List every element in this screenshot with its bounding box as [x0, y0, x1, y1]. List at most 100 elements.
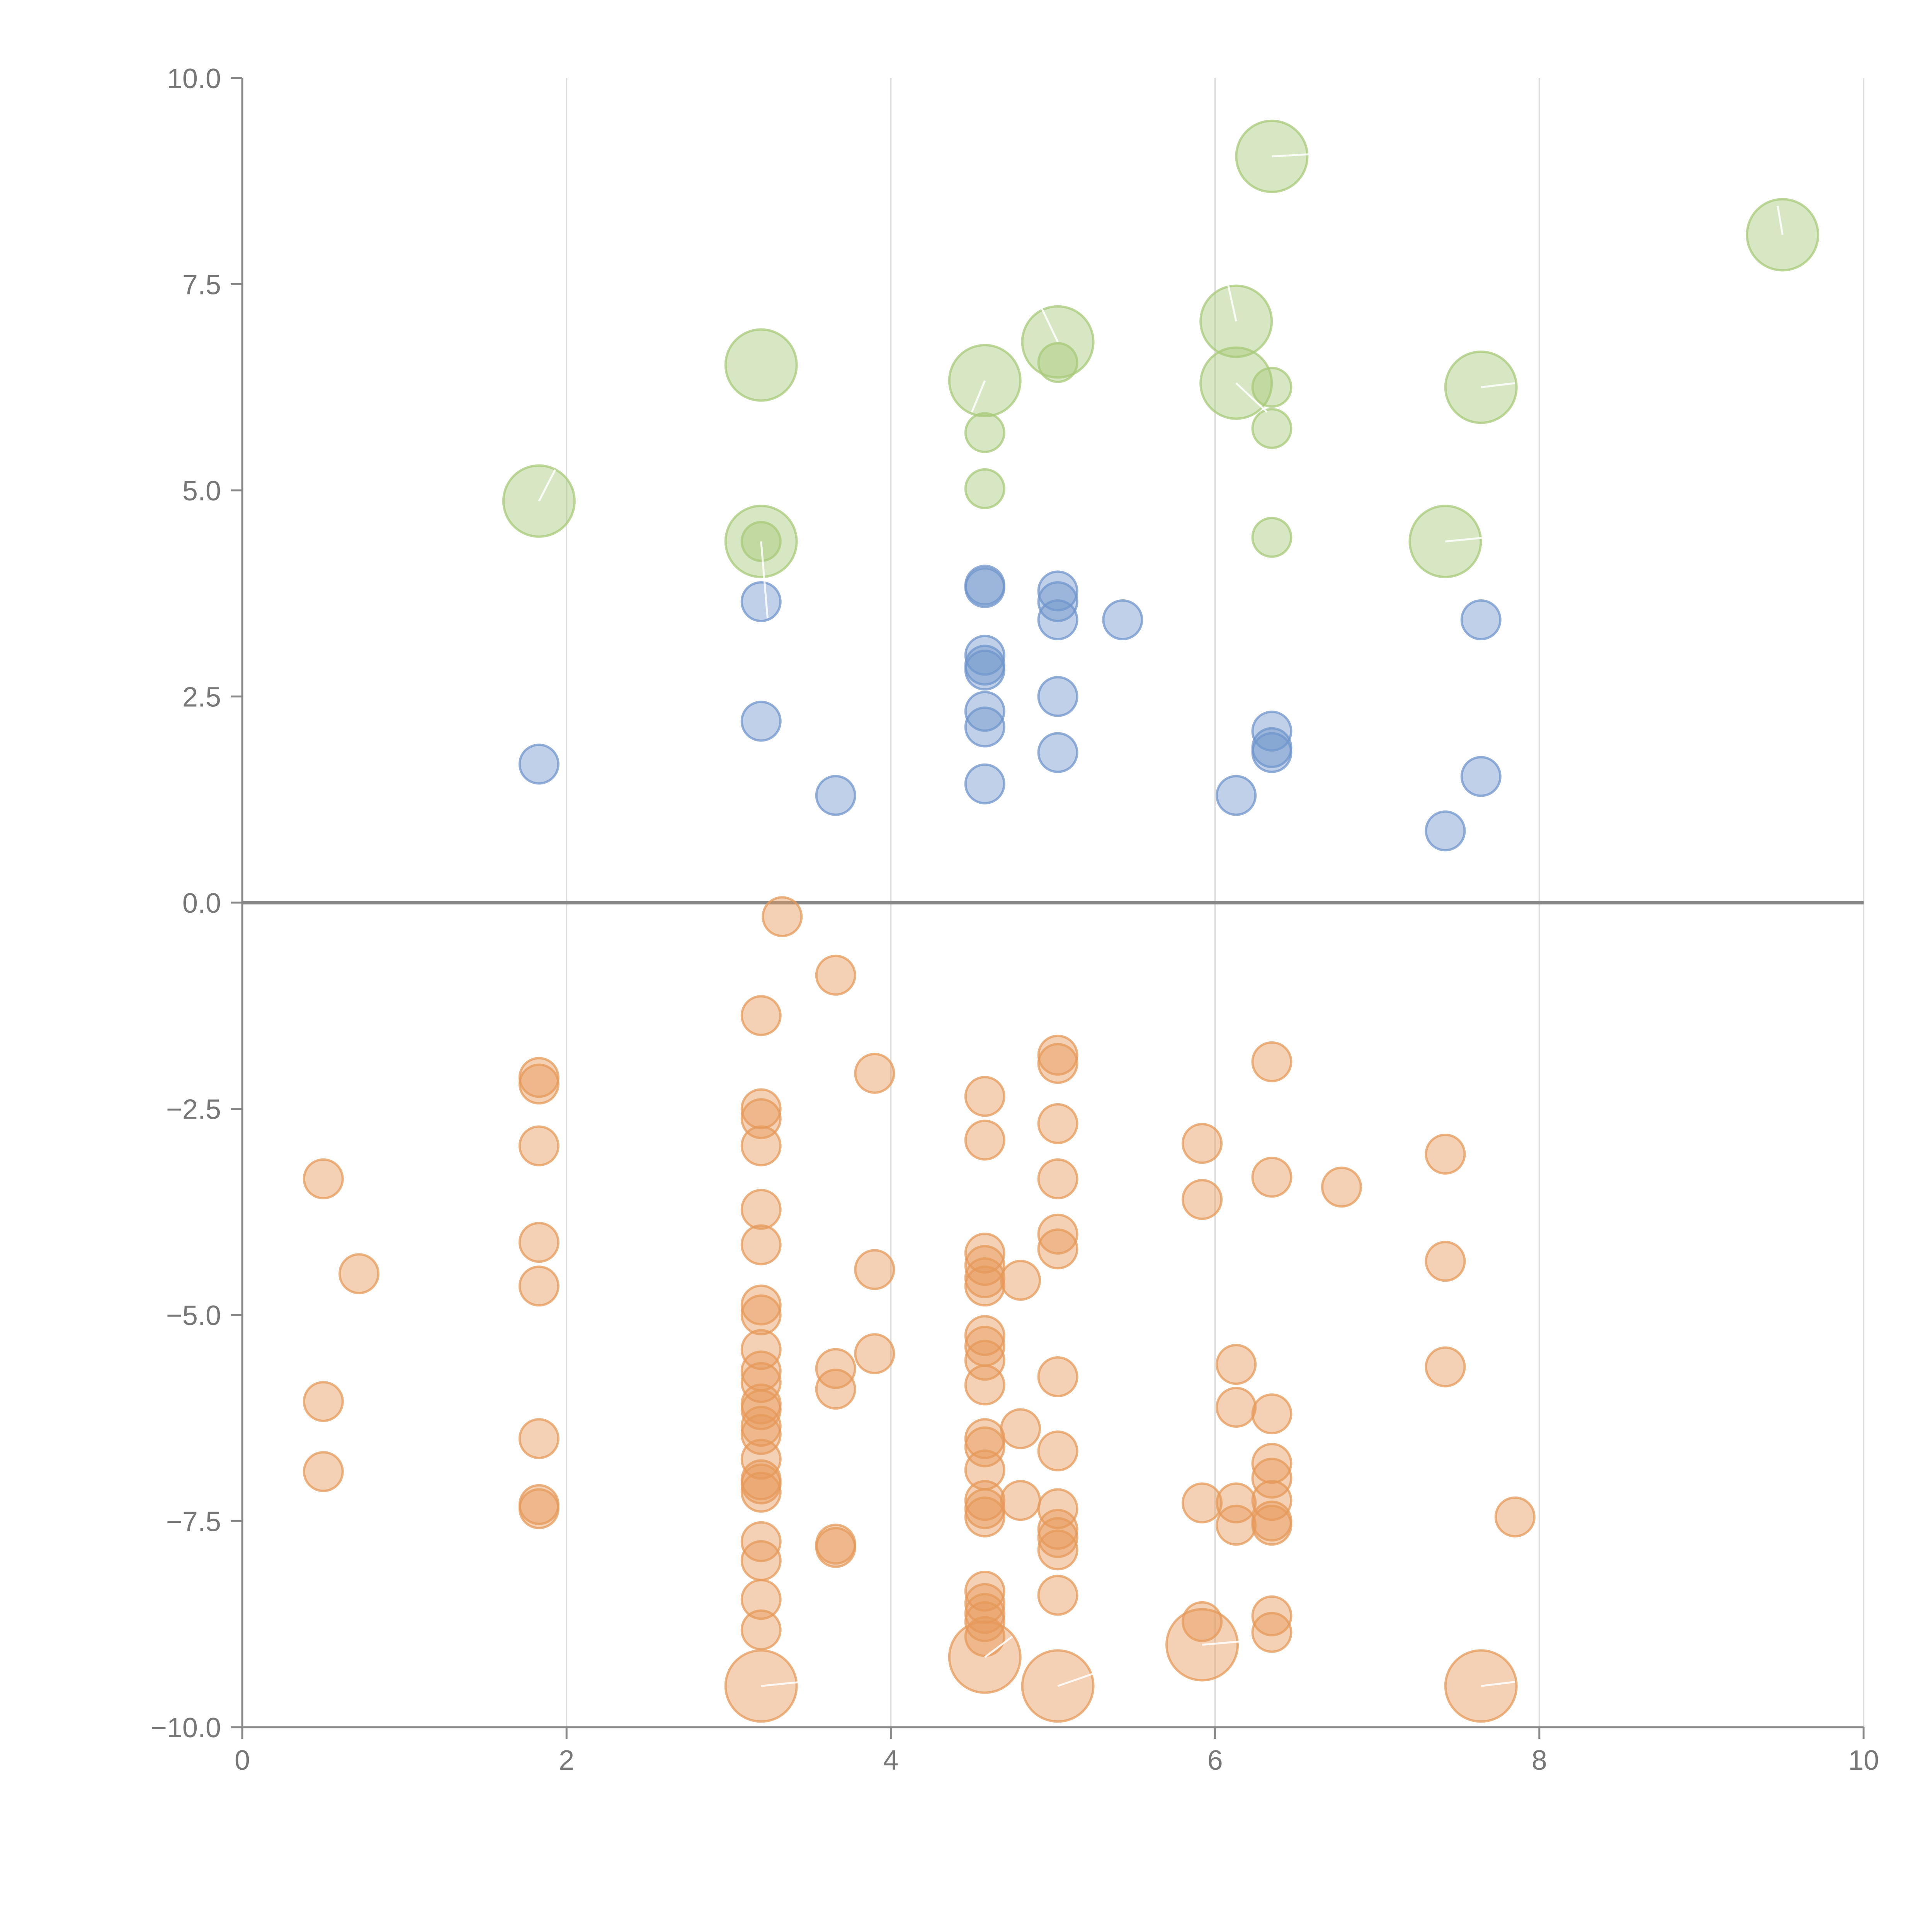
orange-bubble [1182, 1601, 1223, 1642]
blue-bubble [815, 775, 856, 816]
x-tick-label: 2 [559, 1745, 574, 1776]
label-leader-line [761, 1681, 802, 1687]
green-bubble [1251, 517, 1293, 558]
orange-bubble [1037, 1430, 1078, 1472]
green-bubble [1251, 408, 1293, 449]
orange-bubble [1251, 1480, 1293, 1521]
green-bubble [964, 468, 1005, 509]
orange-bubble [964, 1315, 1005, 1356]
orange-bubble [518, 1265, 560, 1307]
blue-bubble [1037, 676, 1078, 717]
green-bubble [1037, 342, 1078, 383]
label-leader-lines [538, 153, 1784, 1687]
y-tick-label: 2.5 [182, 682, 221, 713]
orange-bubble [518, 1488, 560, 1529]
label-leader-line [1039, 304, 1059, 342]
orange-bubble [1000, 1480, 1041, 1521]
orange-bubble [964, 1119, 1005, 1161]
tick-labels: 0 2 4 6 8 10 10.0 7.5 5.0 2.5 0.0 −2.5 −5.0 −7.5 −10.0 [151, 63, 1879, 1776]
blue-bubble [518, 743, 560, 785]
orange-bubble [740, 1284, 782, 1326]
axes [231, 77, 1865, 1739]
blue-bubble [1460, 756, 1502, 797]
blue-bubble [1216, 775, 1257, 816]
orange-bubble [1000, 1408, 1041, 1449]
y-tick-label: 10.0 [167, 63, 221, 94]
orange-bubble [740, 1579, 782, 1620]
orange-bubble [518, 1125, 560, 1167]
orange-bubble [518, 1063, 560, 1105]
orange-bubble [1425, 1346, 1466, 1388]
orange-bubble [1037, 1356, 1078, 1398]
orange-bubble [1425, 1133, 1466, 1175]
orange-bubble [740, 1329, 782, 1370]
orange-bubble [964, 1364, 1005, 1406]
orange-bubble [964, 1616, 1005, 1657]
orange-bubble [740, 1224, 782, 1265]
blue-bubble [1037, 732, 1078, 773]
orange-bubble [740, 1609, 782, 1651]
orange-bubble [964, 1340, 1005, 1381]
orange-bubble [1037, 1103, 1078, 1144]
orange-bubble [740, 1540, 782, 1581]
orange-bubble [964, 1601, 1005, 1642]
orange-bubble [740, 1471, 782, 1513]
orange-bubble [740, 995, 782, 1036]
orange-bubble [762, 896, 803, 937]
label-leader-line [1445, 536, 1488, 543]
label-leader-line [1481, 382, 1515, 388]
orange-bubble [1182, 1123, 1223, 1164]
blue-bubble [1251, 732, 1293, 773]
blue-bubble [964, 567, 1005, 608]
orange-bubble [1216, 1387, 1257, 1428]
y-tick-label: −10.0 [151, 1713, 221, 1743]
orange-bubble [854, 1333, 895, 1374]
orange-bubble [518, 1418, 560, 1459]
orange-bubble [964, 1496, 1005, 1537]
blue-bubble [964, 650, 1005, 691]
orange-bubble [740, 1294, 782, 1335]
orange-bubble [1251, 1041, 1293, 1082]
orange-bubble [740, 1125, 782, 1167]
label-leader-line [538, 469, 556, 502]
label-leader-line [1481, 1681, 1515, 1687]
blue-bubble [1460, 599, 1502, 641]
label-leader-line [971, 380, 986, 413]
green-bubble [724, 328, 798, 402]
orange-bubble [964, 1265, 1005, 1307]
orange-bubble [964, 1076, 1005, 1117]
orange-bubble [1216, 1482, 1257, 1524]
green-bubble [964, 412, 1005, 453]
blue-bubble [1425, 810, 1466, 852]
label-leader-line [1202, 1639, 1251, 1646]
orange-bubble [1216, 1344, 1257, 1385]
orange-bubble [815, 1527, 856, 1568]
blue-bubble [964, 634, 1005, 676]
y-tick-label: −7.5 [166, 1507, 221, 1537]
orange-bubble [964, 1570, 1005, 1612]
orange-bubble [338, 1253, 380, 1294]
orange-bubble [1037, 1213, 1078, 1255]
orange-bubble [740, 1439, 782, 1480]
blue-bubble [1037, 599, 1078, 641]
orange-bubble [1037, 1517, 1078, 1558]
orange-bubble [1251, 1393, 1293, 1435]
orange-bubble [1182, 1482, 1223, 1524]
orange-bubble [964, 1426, 1005, 1468]
x-tick-label: 10 [1848, 1745, 1879, 1776]
orange-bubble [815, 1348, 856, 1389]
orange-bubble [1037, 1488, 1078, 1529]
orange-bubble [964, 1583, 1005, 1624]
orange-bubble [1494, 1496, 1536, 1537]
orange-bubble [303, 1158, 344, 1199]
blue-bubble [964, 763, 1005, 804]
orange-bubble [303, 1451, 344, 1492]
label-leader-line [1057, 1672, 1094, 1687]
orange-bubble [1251, 1443, 1293, 1484]
x-tick-label: 6 [1208, 1745, 1223, 1776]
orange-bubble [1251, 1612, 1293, 1653]
blue-bubble [740, 701, 782, 742]
orange-bubble [740, 1088, 782, 1129]
x-tick-label: 0 [235, 1745, 250, 1776]
